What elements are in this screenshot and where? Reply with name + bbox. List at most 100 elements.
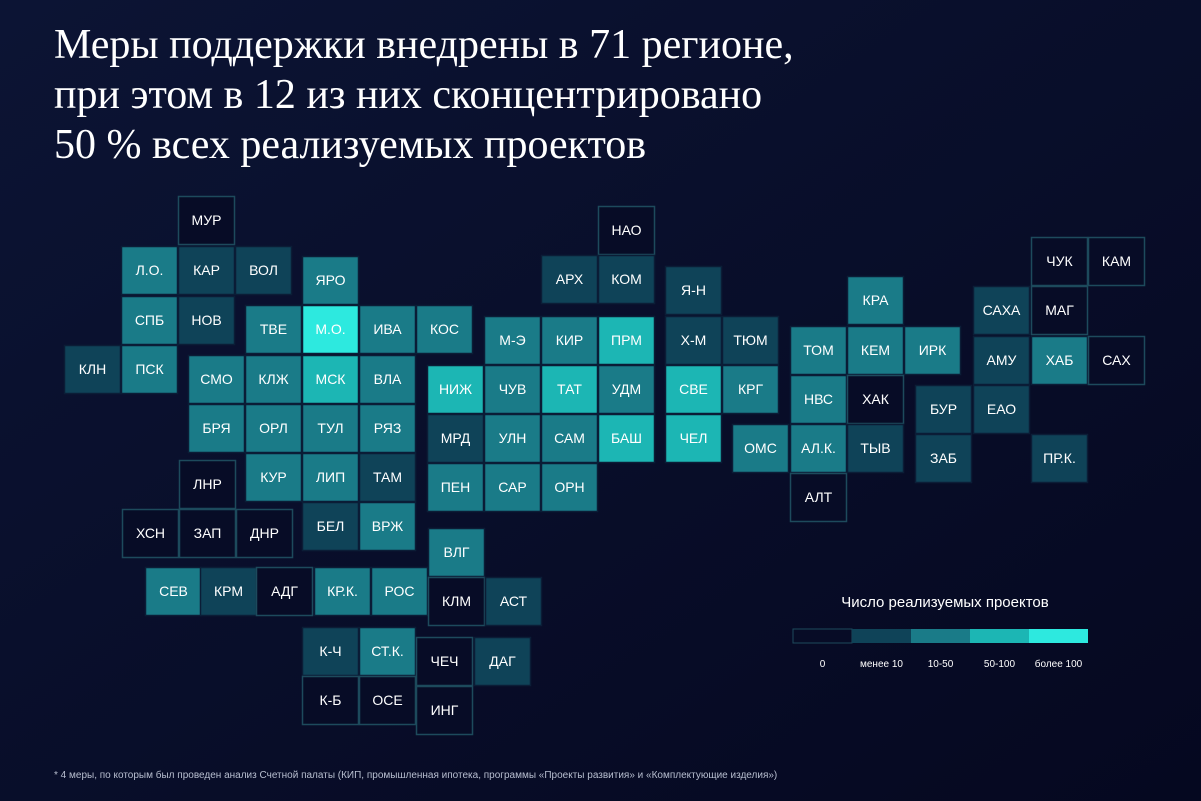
region-tile <box>597 413 656 464</box>
region-label: БАШ <box>611 430 642 446</box>
legend-label: более 100 <box>1035 658 1083 670</box>
region-label: РЯЗ <box>374 420 402 436</box>
title-line: Меры поддержки внедрены в 71 регионе, <box>54 22 794 68</box>
region-label: МРД <box>441 430 471 446</box>
region-label: КЛМ <box>442 593 471 609</box>
region-label: СТ.К. <box>371 643 404 659</box>
region-label: ЗАБ <box>930 450 957 466</box>
region-tile <box>789 374 848 425</box>
region-tile <box>664 413 723 464</box>
region-label: ВОЛ <box>249 262 278 278</box>
legend-title: Число реализуемых проектов <box>841 594 1049 611</box>
region-label: САР <box>498 479 526 495</box>
region-label: СЕВ <box>159 583 188 599</box>
region-label: УЛН <box>499 430 527 446</box>
region-tile <box>244 403 303 454</box>
region-tile <box>178 508 237 559</box>
region-tile <box>120 245 179 296</box>
region-label: ОРН <box>554 479 584 495</box>
region-label: САМ <box>554 430 585 446</box>
region-label: ЧЕЛ <box>680 430 708 446</box>
legend-label: 50-100 <box>984 659 1016 670</box>
region-label: УДМ <box>612 381 641 397</box>
region-label: ДАГ <box>489 653 516 669</box>
region-label: Л.О. <box>136 262 164 278</box>
region-tile <box>358 452 417 503</box>
region-label: ПЕН <box>441 479 471 495</box>
region-tile <box>483 413 542 464</box>
region-label: ОМС <box>744 440 777 456</box>
region-label: ЕАО <box>987 401 1016 417</box>
region-label: Я-Н <box>681 282 706 298</box>
region-tile <box>235 508 294 559</box>
region-tile <box>244 354 303 405</box>
region-label: АЛТ <box>805 489 833 505</box>
region-tile <box>177 195 236 246</box>
region-label: КУР <box>260 469 287 485</box>
region-label: КОМ <box>611 271 642 287</box>
region-label: К-Ч <box>319 643 341 659</box>
region-tile <box>597 205 656 256</box>
region-tile <box>187 403 246 454</box>
region-tile <box>1030 285 1089 336</box>
region-tile <box>415 636 474 687</box>
region-label: ЛИП <box>316 469 345 485</box>
region-tile <box>789 423 848 474</box>
region-label: ТЫВ <box>860 440 890 456</box>
region-label: АСТ <box>500 593 528 609</box>
region-label: АДГ <box>271 583 298 599</box>
region-tile <box>301 501 360 552</box>
title-line: 50 % всех реализуемых проектов <box>54 122 646 168</box>
region-tile <box>427 576 486 627</box>
legend-swatch <box>792 628 853 644</box>
legend-label: менее 10 <box>860 659 903 670</box>
region-label: КЛН <box>79 361 106 377</box>
region-tile <box>483 364 542 415</box>
region-label: МУР <box>192 212 222 228</box>
region-label: ОРЛ <box>259 420 288 436</box>
region-tile <box>540 315 599 366</box>
region-tile <box>484 576 543 627</box>
region-tile <box>1087 335 1146 386</box>
region-label: ЧУВ <box>499 381 527 397</box>
legend-label: 10-50 <box>928 659 954 670</box>
region-label: ХАК <box>862 391 890 407</box>
region-label: ТАТ <box>557 381 582 397</box>
region-tile <box>483 462 542 513</box>
region-label: ХСН <box>136 525 165 541</box>
region-tile <box>358 354 417 405</box>
region-tile <box>483 315 542 366</box>
region-tile <box>789 325 848 376</box>
region-tile <box>1030 433 1089 484</box>
region-label: КАР <box>193 262 220 278</box>
legend: 0 менее 10 10-50 50-100 более 100 <box>792 628 1088 670</box>
region-label: КРГ <box>738 381 763 397</box>
region-tile <box>914 384 973 435</box>
region-label: АМУ <box>987 352 1017 368</box>
region-tile <box>301 403 360 454</box>
region-tile <box>187 354 246 405</box>
region-tile <box>415 304 474 355</box>
region-tile <box>914 433 973 484</box>
region-tile <box>972 285 1031 336</box>
region-tile <box>120 295 179 346</box>
region-label: СМО <box>200 371 233 387</box>
tile-map: МУР Л.О. КАР ВОЛ СПБ НОВ КЛН ПСК ТВЕ ЯРО М.О. ИВА КО… <box>63 195 1146 736</box>
region-label: АЛ.К. <box>801 440 836 456</box>
region-label: ТУЛ <box>317 420 343 436</box>
region-tile <box>664 364 723 415</box>
region-label: ВЛА <box>374 371 402 387</box>
region-label: ИНГ <box>431 702 459 718</box>
region-label: ЯРО <box>315 272 345 288</box>
region-label: НИЖ <box>439 381 472 397</box>
region-label: ЧУК <box>1046 253 1073 269</box>
region-label: МСК <box>316 371 347 387</box>
region-tile <box>358 403 417 454</box>
region-tile <box>721 315 780 366</box>
region-tile <box>415 685 474 736</box>
region-tile <box>199 566 258 617</box>
region-label: МАГ <box>1045 302 1074 318</box>
region-label: Х-М <box>681 332 707 348</box>
region-tile <box>301 675 360 726</box>
region-label: ХАБ <box>1046 352 1074 368</box>
